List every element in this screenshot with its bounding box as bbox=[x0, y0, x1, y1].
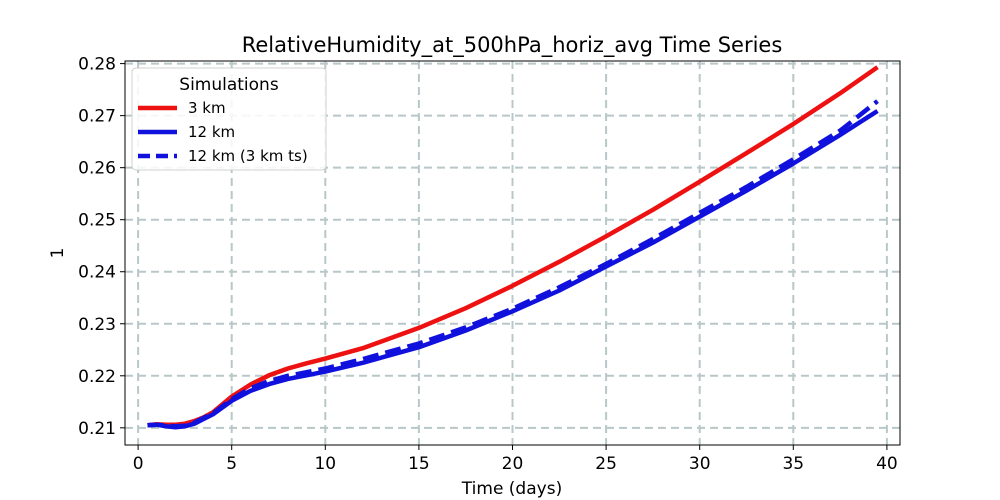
legend: Simulations 3 km 12 km 12 km (3 km ts) bbox=[131, 67, 327, 171]
x-tick-label: 20 bbox=[502, 454, 524, 474]
y-tick-label: 0.24 bbox=[78, 263, 116, 283]
chart-title: RelativeHumidity_at_500hPa_horiz_avg Tim… bbox=[242, 33, 783, 58]
y-tick-label: 0.26 bbox=[78, 159, 116, 179]
x-tick-label: 35 bbox=[782, 454, 804, 474]
series-line-3 bbox=[147, 99, 879, 429]
legend-box bbox=[131, 67, 327, 171]
series-layer bbox=[147, 65, 879, 430]
grid bbox=[125, 61, 900, 445]
legend-label: 12 km bbox=[188, 123, 235, 141]
x-tick-label: 30 bbox=[689, 454, 711, 474]
x-axis: 0 5 10 15 20 25 30 35 40 bbox=[133, 445, 898, 474]
x-tick-label: 40 bbox=[876, 454, 898, 474]
legend-title: Simulations bbox=[179, 75, 279, 95]
y-tick-label: 0.28 bbox=[78, 55, 116, 75]
x-tick-label: 10 bbox=[314, 454, 336, 474]
x-tick-label: 5 bbox=[226, 454, 237, 474]
series-line-1 bbox=[147, 65, 879, 428]
legend-label: 12 km (3 km ts) bbox=[188, 147, 308, 165]
x-axis-label: Time (days) bbox=[461, 479, 562, 499]
y-axis-label: 1 bbox=[48, 248, 68, 259]
legend-label: 3 km bbox=[188, 99, 226, 117]
y-tick-label: 0.22 bbox=[78, 367, 116, 387]
y-tick-label: 0.25 bbox=[78, 211, 116, 231]
y-tick-label: 0.27 bbox=[78, 107, 116, 127]
x-tick-label: 0 bbox=[133, 454, 144, 474]
x-tick-label: 15 bbox=[408, 454, 430, 474]
legend-entries: 3 km 12 km 12 km (3 km ts) bbox=[138, 99, 308, 165]
y-tick-label: 0.23 bbox=[78, 315, 116, 335]
y-axis: 0.21 0.22 0.23 0.24 0.25 0.26 0.27 0.28 bbox=[78, 55, 125, 439]
x-tick-label: 25 bbox=[595, 454, 617, 474]
y-tick-label: 0.21 bbox=[78, 419, 116, 439]
